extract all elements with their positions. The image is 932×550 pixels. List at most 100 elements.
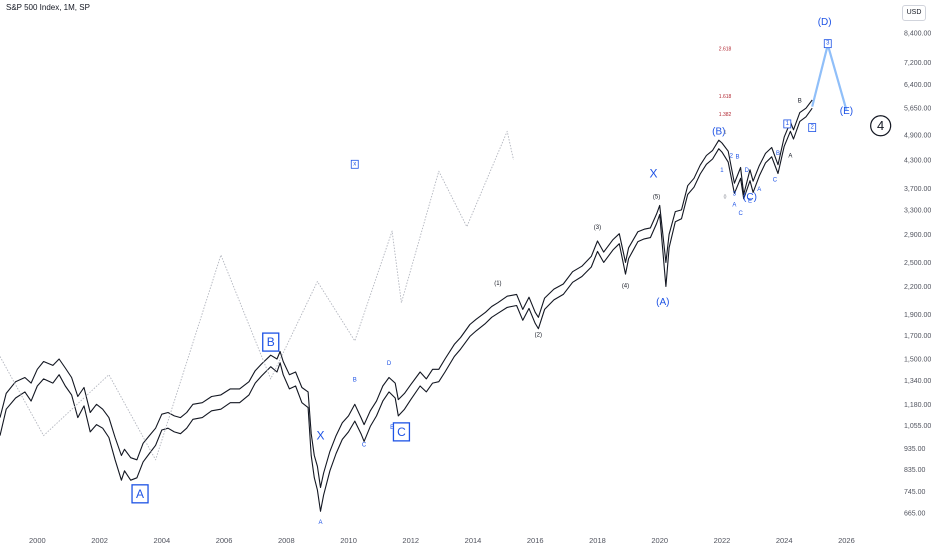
series-projection: [811, 43, 848, 111]
wave-label: (4): [622, 284, 629, 290]
wave-label: B: [736, 155, 740, 161]
x-tick-label: 2016: [527, 536, 544, 545]
svg-text:1: 1: [724, 130, 727, 136]
y-tick-label: 3,300.00: [904, 207, 931, 214]
svg-text:(B): (B): [712, 127, 725, 138]
x-tick-label: 2020: [651, 536, 668, 545]
x-tick-label: 2022: [714, 536, 731, 545]
wave-label: 2.618: [719, 47, 732, 53]
svg-text:(A): (A): [656, 297, 669, 308]
svg-text:1: 1: [720, 168, 724, 174]
svg-text:B: B: [776, 151, 780, 157]
wave-label: (C): [743, 192, 757, 203]
x-tick-label: 2010: [340, 536, 357, 545]
svg-text:0: 0: [724, 195, 727, 201]
y-tick-label: 6,400.00: [904, 82, 931, 89]
wave-label: B: [353, 377, 357, 383]
y-tick-label: 5,650.00: [904, 106, 931, 113]
wave-label: x: [350, 159, 359, 169]
wave-label: 4: [870, 115, 892, 137]
x-tick-label: 2002: [91, 536, 108, 545]
y-tick-label: 4,300.00: [904, 157, 931, 164]
svg-text:(E): (E): [840, 106, 853, 117]
wave-label: 1: [783, 119, 792, 129]
wave-label: X: [649, 167, 657, 181]
wave-label: C: [392, 422, 411, 442]
svg-text:3: 3: [733, 191, 737, 197]
x-tick-label: 2006: [216, 536, 233, 545]
svg-text:2: 2: [811, 125, 815, 131]
wave-label: (1): [494, 281, 501, 287]
svg-text:4: 4: [877, 118, 884, 133]
wave-label: X: [317, 429, 325, 443]
svg-text:1: 1: [786, 121, 790, 127]
svg-text:C: C: [397, 425, 406, 439]
svg-text:A: A: [319, 520, 323, 526]
currency-button[interactable]: USD: [902, 5, 926, 21]
wave-label: E: [748, 198, 752, 204]
svg-text:A: A: [788, 153, 792, 159]
wave-label: A: [757, 187, 761, 193]
x-tick-label: 2014: [465, 536, 482, 545]
svg-text:C: C: [362, 442, 367, 448]
svg-text:C: C: [738, 211, 743, 217]
y-tick-label: 745.00: [904, 489, 926, 496]
svg-text:D: D: [387, 361, 392, 367]
svg-text:(4): (4): [622, 284, 629, 290]
wave-label: 0: [724, 195, 727, 201]
y-tick-label: 935.00: [904, 446, 926, 453]
y-tick-label: 1,500.00: [904, 356, 931, 363]
svg-text:A: A: [732, 202, 736, 208]
y-tick-label: 1,700.00: [904, 333, 931, 340]
svg-text:D: D: [745, 168, 750, 174]
wave-label: A: [131, 484, 149, 504]
wave-label: 3: [733, 191, 737, 197]
x-tick-label: 2026: [838, 536, 855, 545]
y-tick-label: 1,900.00: [904, 312, 931, 319]
svg-text:B: B: [353, 377, 357, 383]
y-tick-label: 2,200.00: [904, 284, 931, 291]
svg-text:x: x: [353, 161, 356, 167]
series-price_upper: [0, 99, 813, 489]
svg-text:(3): (3): [594, 225, 601, 231]
y-tick-label: 3,700.00: [904, 186, 931, 193]
svg-text:A: A: [136, 487, 144, 501]
x-tick-label: 2012: [402, 536, 419, 545]
x-tick-label: 2024: [776, 536, 793, 545]
wave-label: C: [738, 211, 743, 217]
series-alt_path_dotted: [0, 130, 514, 461]
svg-text:E: E: [748, 198, 752, 204]
svg-text:(2): (2): [535, 332, 542, 338]
wave-label: (B): [712, 127, 725, 138]
svg-text:B: B: [798, 99, 802, 105]
wave-label: 2: [730, 153, 734, 159]
wave-label: E: [390, 425, 394, 431]
y-tick-label: 7,200.00: [904, 60, 931, 67]
wave-label: 1: [720, 168, 724, 174]
y-tick-label: 835.00: [904, 467, 926, 474]
y-tick-label: 4,900.00: [904, 133, 931, 140]
wave-label: D: [387, 361, 392, 367]
svg-text:1.382: 1.382: [719, 112, 732, 118]
svg-text:(C): (C): [743, 192, 757, 203]
wave-label: B: [798, 99, 802, 105]
y-tick-label: 1,055.00: [904, 423, 931, 430]
svg-text:3: 3: [826, 41, 830, 47]
x-tick-label: 2008: [278, 536, 295, 545]
x-tick-label: 2000: [29, 536, 46, 545]
wave-label: 3: [823, 39, 832, 49]
wave-label: (5): [653, 195, 660, 201]
wave-label: 1.382: [719, 112, 732, 118]
svg-text:B: B: [736, 155, 740, 161]
svg-text:A: A: [757, 187, 761, 193]
svg-text:1.618: 1.618: [719, 94, 732, 100]
y-tick-label: 2,900.00: [904, 232, 931, 239]
wave-label: 2: [808, 123, 817, 132]
wave-label: 1: [724, 130, 727, 136]
svg-text:X: X: [317, 429, 325, 443]
wave-label: (3): [594, 225, 601, 231]
wave-label: (A): [656, 297, 669, 308]
wave-label: A: [319, 520, 323, 526]
wave-label: B: [776, 151, 780, 157]
